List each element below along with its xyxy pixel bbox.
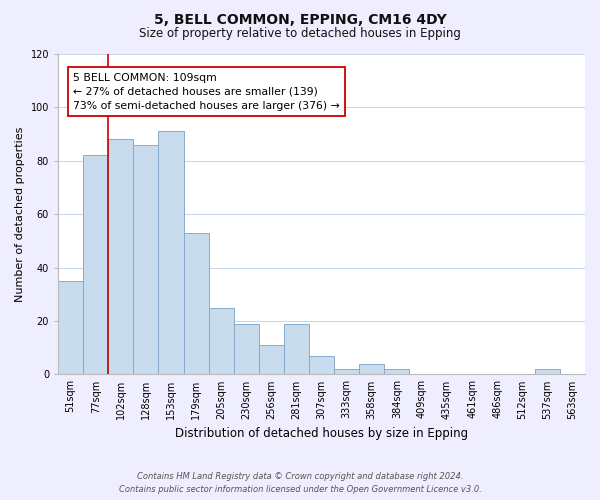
Text: 5 BELL COMMON: 109sqm
← 27% of detached houses are smaller (139)
73% of semi-det: 5 BELL COMMON: 109sqm ← 27% of detached … xyxy=(73,72,340,110)
Bar xyxy=(133,145,158,374)
Bar xyxy=(158,132,184,374)
Bar xyxy=(334,369,359,374)
Text: Size of property relative to detached houses in Epping: Size of property relative to detached ho… xyxy=(139,28,461,40)
Bar xyxy=(384,369,409,374)
Bar xyxy=(284,324,309,374)
X-axis label: Distribution of detached houses by size in Epping: Distribution of detached houses by size … xyxy=(175,427,468,440)
Bar xyxy=(58,281,83,374)
Bar xyxy=(184,233,209,374)
Bar xyxy=(535,369,560,374)
Bar xyxy=(108,140,133,374)
Bar xyxy=(259,345,284,374)
Bar xyxy=(359,364,384,374)
Y-axis label: Number of detached properties: Number of detached properties xyxy=(15,126,25,302)
Bar xyxy=(309,356,334,374)
Bar xyxy=(234,324,259,374)
Bar xyxy=(83,156,108,374)
Text: 5, BELL COMMON, EPPING, CM16 4DY: 5, BELL COMMON, EPPING, CM16 4DY xyxy=(154,12,446,26)
Text: Contains HM Land Registry data © Crown copyright and database right 2024.
Contai: Contains HM Land Registry data © Crown c… xyxy=(119,472,481,494)
Bar xyxy=(209,308,234,374)
